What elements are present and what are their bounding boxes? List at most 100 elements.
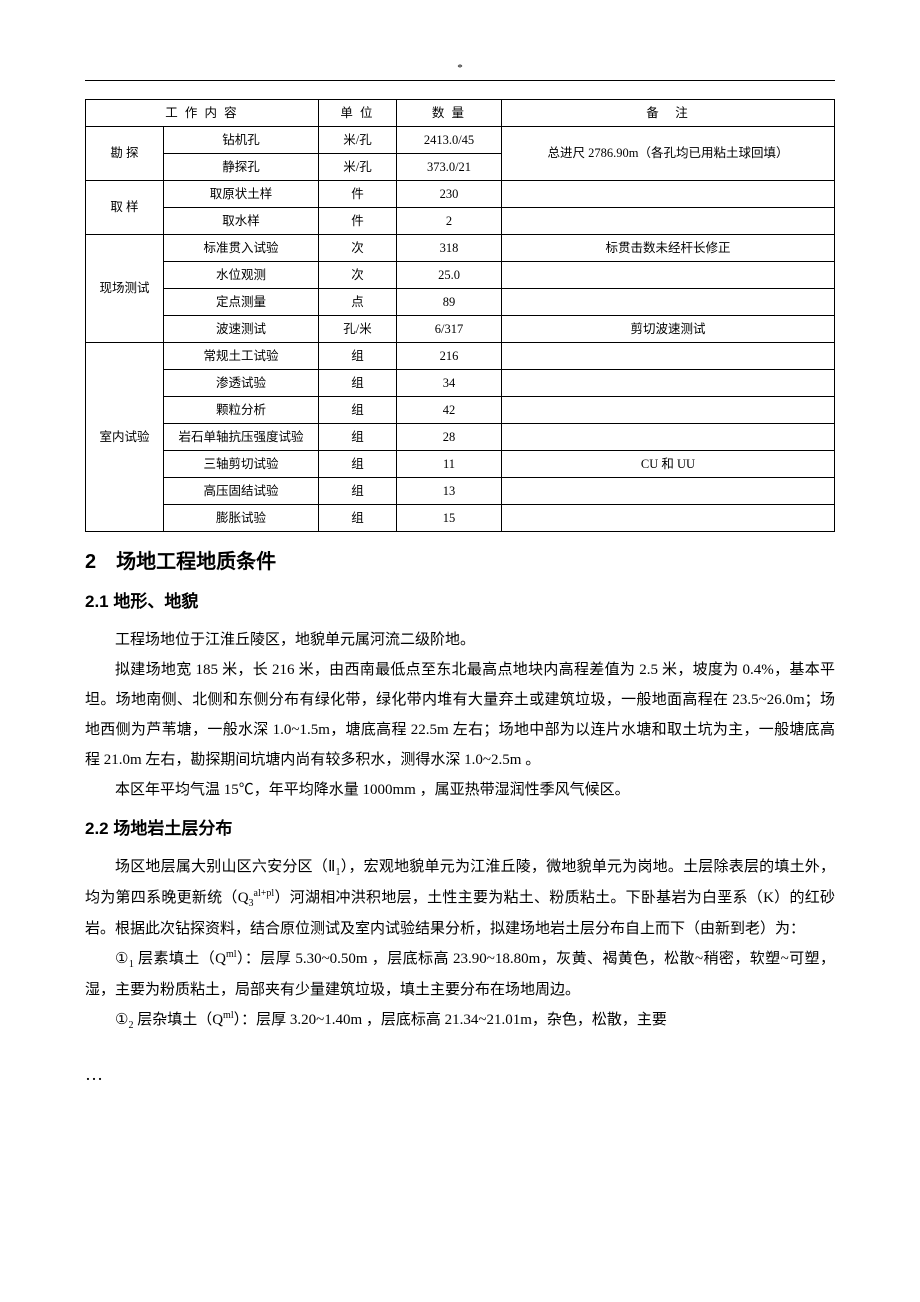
cell-note: [502, 504, 835, 531]
cell-qty: 11: [397, 450, 502, 477]
cell-item: 渗透试验: [164, 369, 319, 396]
th-work: 工 作 内 容: [86, 99, 319, 126]
cell-unit: 次: [319, 234, 397, 261]
cell-note: [502, 342, 835, 369]
heading-section-2: 2 场地工程地质条件: [85, 546, 835, 578]
cell-item: 标准贯入试验: [164, 234, 319, 261]
cell-note: [502, 369, 835, 396]
cell-item: 取水样: [164, 207, 319, 234]
cell-item: 常规土工试验: [164, 342, 319, 369]
cell-note: [502, 288, 835, 315]
header-rule: [85, 80, 835, 81]
cell-unit: 件: [319, 207, 397, 234]
cell-qty: 318: [397, 234, 502, 261]
paragraph: ①2 层杂填土（Qml）：层厚 3.20~1.40m ，层底标高 21.34~2…: [85, 1005, 835, 1036]
cell-qty: 34: [397, 369, 502, 396]
table-header-row: 工 作 内 容 单 位 数 量 备 注: [86, 99, 835, 126]
table-row: 室内试验 常规土工试验 组 216: [86, 342, 835, 369]
cell-unit: 孔/米: [319, 315, 397, 342]
cell-qty: 6/317: [397, 315, 502, 342]
cell-qty: 2: [397, 207, 502, 234]
cell-note: [502, 396, 835, 423]
cell-note: [502, 207, 835, 234]
cell-note: 标贯击数未经杆长修正: [502, 234, 835, 261]
cell-qty: 28: [397, 423, 502, 450]
cell-item: 岩石单轴抗压强度试验: [164, 423, 319, 450]
cell-qty: 15: [397, 504, 502, 531]
paragraph: ①1 层素填土（Qml）：层厚 5.30~0.50m ，层底标高 23.90~1…: [85, 944, 835, 1005]
table-row: 高压固结试验 组 13: [86, 477, 835, 504]
group-label: 取 样: [86, 180, 164, 234]
cell-item: 取原状土样: [164, 180, 319, 207]
table-body: 勘 探 钻机孔 米/孔 2413.0/45 总进尺 2786.90m（各孔均已用…: [86, 126, 835, 531]
table-row: 三轴剪切试验 组 11 CU 和 UU: [86, 450, 835, 477]
text-run: 层素填土（Q: [134, 951, 226, 967]
cell-qty: 230: [397, 180, 502, 207]
cell-item: 膨胀试验: [164, 504, 319, 531]
superscript: al+pl: [254, 888, 275, 899]
cell-note: [502, 477, 835, 504]
cell-unit: 件: [319, 180, 397, 207]
th-unit: 单 位: [319, 99, 397, 126]
cell-item: 高压固结试验: [164, 477, 319, 504]
table-row: 水位观测 次 25.0: [86, 261, 835, 288]
cell-qty: 89: [397, 288, 502, 315]
cell-note: [502, 261, 835, 288]
cell-item: 颗粒分析: [164, 396, 319, 423]
cell-item: 水位观测: [164, 261, 319, 288]
table-row: 现场测试 标准贯入试验 次 318 标贯击数未经杆长修正: [86, 234, 835, 261]
table-row: 岩石单轴抗压强度试验 组 28: [86, 423, 835, 450]
work-content-table: 工 作 内 容 单 位 数 量 备 注 勘 探 钻机孔 米/孔 2413.0/4…: [85, 99, 835, 532]
cell-qty: 2413.0/45: [397, 126, 502, 153]
cell-unit: 组: [319, 342, 397, 369]
cell-unit: 组: [319, 396, 397, 423]
paragraph: 本区年平均气温 15℃，年平均降水量 1000mm ，属亚热带湿润性季风气候区。: [85, 775, 835, 805]
table-row: 颗粒分析 组 42: [86, 396, 835, 423]
cell-note: 剪切波速测试: [502, 315, 835, 342]
table-row: 波速测试 孔/米 6/317 剪切波速测试: [86, 315, 835, 342]
cell-note: [502, 180, 835, 207]
ellipsis: …: [85, 1056, 835, 1092]
page-marker: *: [85, 60, 835, 78]
table-row: 取 样 取原状土样 件 230: [86, 180, 835, 207]
cell-qty: 13: [397, 477, 502, 504]
table-row: 定点测量 点 89: [86, 288, 835, 315]
cell-qty: 373.0/21: [397, 153, 502, 180]
table-row: 取水样 件 2: [86, 207, 835, 234]
cell-unit: 组: [319, 504, 397, 531]
group-label: 勘 探: [86, 126, 164, 180]
heading-section-2-1: 2.1 地形、地貌: [85, 588, 835, 615]
cell-item: 三轴剪切试验: [164, 450, 319, 477]
cell-unit: 米/孔: [319, 126, 397, 153]
cell-item: 波速测试: [164, 315, 319, 342]
cell-qty: 42: [397, 396, 502, 423]
th-note: 备 注: [502, 99, 835, 126]
circled-number: ①: [115, 950, 129, 967]
superscript: ml: [223, 1010, 234, 1021]
cell-note: 总进尺 2786.90m（各孔均已用粘土球回填）: [502, 126, 835, 180]
paragraph: 工程场地位于江淮丘陵区，地貌单元属河流二级阶地。: [85, 625, 835, 655]
cell-item: 钻机孔: [164, 126, 319, 153]
superscript: ml: [226, 949, 237, 960]
cell-item: 定点测量: [164, 288, 319, 315]
cell-unit: 组: [319, 477, 397, 504]
cell-unit: 米/孔: [319, 153, 397, 180]
text-run: ）：层厚 3.20~1.40m ，层底标高 21.34~21.01m，杂色，松散…: [234, 1012, 667, 1028]
cell-note: CU 和 UU: [502, 450, 835, 477]
table-row: 渗透试验 组 34: [86, 369, 835, 396]
cell-unit: 点: [319, 288, 397, 315]
text-run: 场区地层属大别山区六安分区（Ⅱ: [115, 859, 336, 875]
subscript: 3: [249, 898, 254, 909]
paragraph: 场区地层属大别山区六安分区（Ⅱ1），宏观地貌单元为江淮丘陵，微地貌单元为岗地。土…: [85, 852, 835, 944]
cell-note: [502, 423, 835, 450]
table-row: 膨胀试验 组 15: [86, 504, 835, 531]
text-run: 层杂填土（Q: [133, 1012, 223, 1028]
group-label: 室内试验: [86, 342, 164, 531]
cell-unit: 组: [319, 369, 397, 396]
cell-unit: 组: [319, 450, 397, 477]
cell-unit: 组: [319, 423, 397, 450]
heading-section-2-2: 2.2 场地岩土层分布: [85, 815, 835, 842]
circled-number: ①: [115, 1011, 128, 1028]
cell-qty: 25.0: [397, 261, 502, 288]
paragraph: 拟建场地宽 185 米，长 216 米，由西南最低点至东北最高点地块内高程差值为…: [85, 655, 835, 775]
